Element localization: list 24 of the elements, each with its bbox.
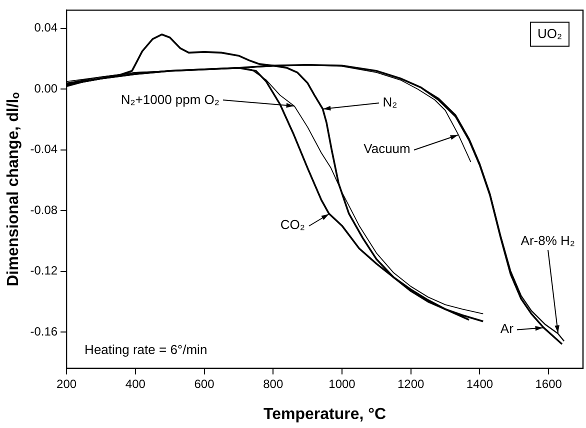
annotation: N₂ [382,94,398,110]
y-tick-label: -0.04 [30,142,58,156]
annotation: Ar-8% H₂ [520,233,575,248]
y-tick-label: 0.00 [34,81,58,96]
x-axis-title: Temperature, °C [263,406,387,423]
annotation: CO₂ [280,217,305,232]
x-tick-label: 1200 [398,376,425,391]
annotation: N₂+1000 ppm O₂ [120,92,220,107]
x-tick-label: 1600 [535,376,562,391]
y-tick-label: 0.04 [34,20,58,35]
x-tick-label: 800 [263,376,284,391]
y-axis-title: Dimensional change, dl/lₒ [5,92,22,286]
x-tick-label: 400 [125,376,146,391]
y-tick-label: -0.12 [30,264,58,278]
x-tick-label: 1400 [466,376,494,391]
x-tick-label: 200 [56,376,77,391]
annotation: Vacuum [364,141,410,156]
y-tick-label: -0.16 [30,324,58,338]
annotation: Heating rate = 6°/min [84,342,208,357]
x-tick-label: 1000 [328,376,356,391]
annotation: Ar [500,321,514,336]
y-tick-label: -0.08 [30,202,58,217]
annotation: UO₂ [537,26,562,41]
x-tick-label: 600 [194,376,215,391]
